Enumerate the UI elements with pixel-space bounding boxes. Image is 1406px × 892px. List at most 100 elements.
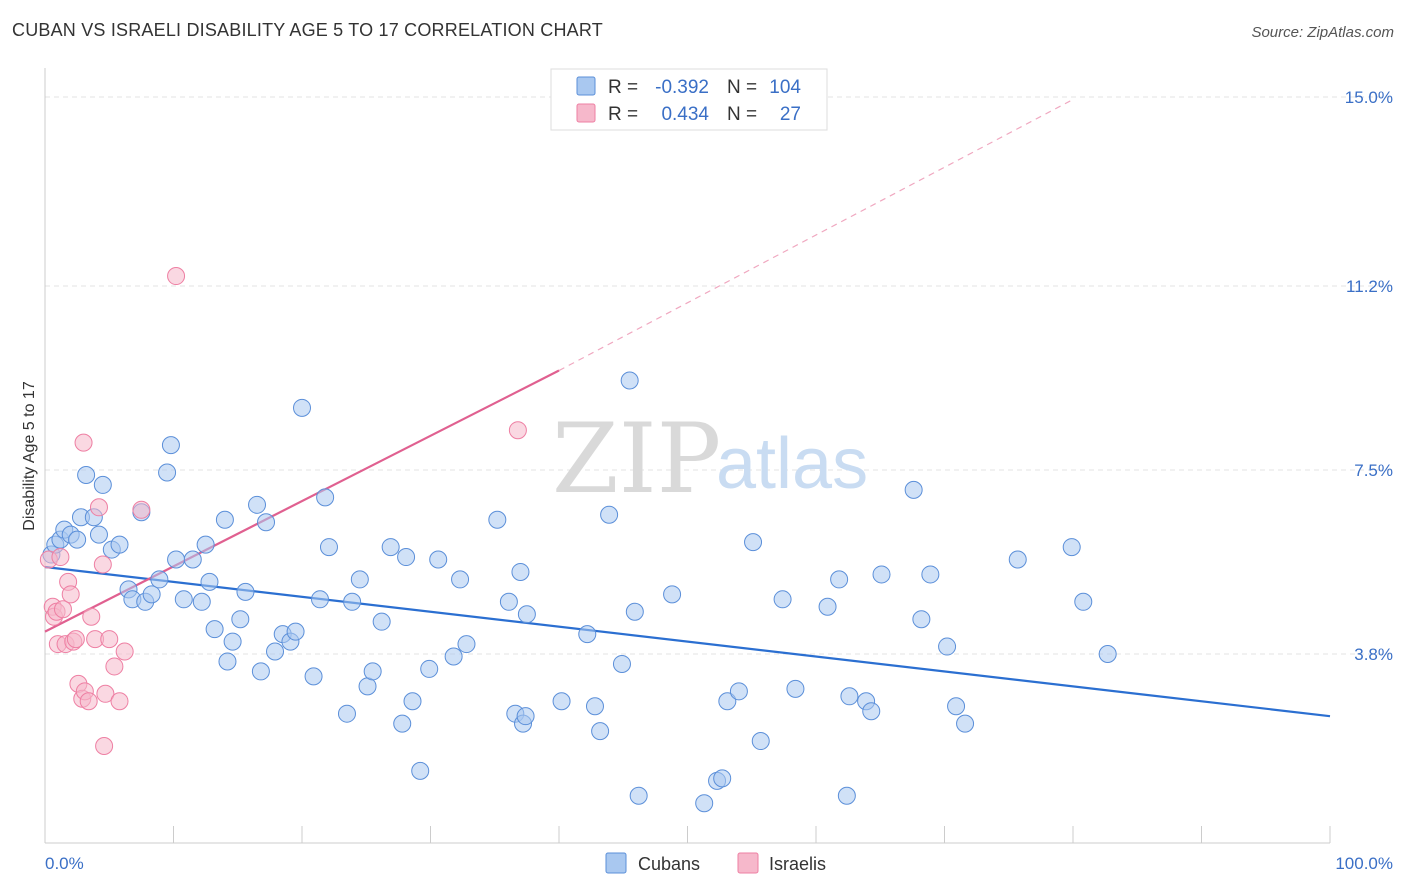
cubans-point	[591, 722, 610, 741]
legend-cubans-n-label: N =	[727, 77, 757, 98]
bottom-legend-cubans: Cubans	[638, 854, 700, 874]
watermark-zip: ZIP	[552, 403, 721, 515]
israelis-point	[100, 630, 119, 649]
legend-swatch-israelis	[576, 103, 596, 123]
cubans-point	[251, 662, 270, 681]
cubans-point	[183, 550, 202, 569]
y-tick-label: 7.5%	[1354, 461, 1393, 480]
israelis-point	[508, 421, 527, 440]
bottom-legend-israelis: Israelis	[769, 854, 826, 874]
cubans-point	[620, 371, 639, 390]
bottom-legend: Cubans Israelis	[605, 852, 826, 874]
israelis-point	[110, 692, 129, 711]
y-tick-label: 3.8%	[1354, 645, 1393, 664]
cubans-point	[218, 652, 237, 671]
cubans-point	[912, 610, 931, 629]
israelis-point	[89, 498, 108, 517]
cubans-point	[223, 632, 242, 651]
cubans-point	[196, 535, 215, 554]
watermark-atlas: atlas	[716, 424, 868, 504]
cubans-points	[42, 371, 1117, 813]
cubans-point	[215, 510, 234, 529]
cubans-point	[663, 585, 682, 604]
cubans-trend-line	[44, 565, 1331, 718]
cubans-point	[363, 662, 382, 681]
source-credit: Source: ZipAtlas.com	[1251, 24, 1394, 41]
cubans-point	[337, 704, 356, 723]
cubans-point	[93, 475, 112, 494]
cubans-point	[830, 570, 849, 589]
cubans-point	[142, 585, 161, 604]
grid-lines	[45, 96, 1392, 655]
cubans-point	[629, 786, 648, 805]
cubans-point	[511, 562, 530, 581]
x-tick-label: 100.0%	[1335, 854, 1393, 873]
cubans-point	[1008, 550, 1027, 569]
cubans-point	[695, 794, 714, 813]
israelis-point	[53, 600, 72, 619]
cubans-point	[625, 602, 644, 621]
cubans-point	[316, 488, 335, 507]
cubans-point	[444, 647, 463, 666]
cubans-point	[713, 769, 732, 788]
chart-title: CUBAN VS ISRAELI DISABILITY AGE 5 TO 17 …	[12, 20, 603, 40]
cubans-point	[393, 714, 412, 733]
cubans-point	[578, 625, 597, 644]
israelis-point	[105, 657, 124, 676]
israelis-point	[82, 607, 101, 626]
cubans-point	[956, 714, 975, 733]
cubans-point	[1074, 592, 1093, 611]
legend-cubans-n-value: 104	[769, 77, 801, 98]
cubans-point	[872, 565, 891, 584]
cubans-point	[552, 692, 571, 711]
cubans-point	[429, 550, 448, 569]
cubans-point	[818, 597, 837, 616]
bottom-legend-swatch-cubans	[605, 852, 627, 874]
cubans-point	[158, 463, 177, 482]
y-tick-label: 15.0%	[1345, 88, 1393, 107]
cubans-point	[840, 687, 859, 706]
cubans-point	[77, 465, 96, 484]
cubans-point	[585, 697, 604, 716]
cubans-point	[451, 570, 470, 589]
cubans-point	[921, 565, 940, 584]
cubans-point	[488, 510, 507, 529]
tick-labels: 3.8% 7.5% 11.2% 15.0% 0.0% 100.0%	[45, 88, 1393, 873]
israelis-point	[96, 684, 115, 703]
cubans-point	[266, 642, 285, 661]
cubans-point	[904, 480, 923, 499]
cubans-point	[1098, 645, 1117, 664]
cubans-point	[1062, 538, 1081, 557]
cubans-point	[304, 667, 323, 686]
bottom-legend-swatch-israelis	[737, 852, 759, 874]
cubans-point	[773, 590, 792, 609]
legend-israelis-r-value: 0.434	[661, 104, 709, 125]
cubans-point	[358, 677, 377, 696]
legend-cubans-r-label: R =	[608, 77, 638, 98]
cubans-point	[600, 505, 619, 524]
cubans-point	[248, 495, 267, 514]
cubans-point	[744, 533, 763, 552]
cubans-point	[457, 635, 476, 654]
legend-israelis-n-value: 27	[780, 104, 801, 125]
cubans-point	[420, 659, 439, 678]
watermark: ZIP atlas	[552, 403, 868, 515]
cubans-point	[403, 692, 422, 711]
cubans-point	[947, 697, 966, 716]
cubans-point	[319, 538, 338, 557]
cubans-point	[68, 530, 87, 549]
israelis-points	[39, 267, 527, 756]
israelis-point	[74, 433, 93, 452]
cubans-point	[310, 590, 329, 609]
israelis-point	[79, 692, 98, 711]
cubans-point	[205, 620, 224, 639]
legend-israelis-n-label: N =	[727, 104, 757, 125]
israelis-trend-extension	[558, 98, 1074, 372]
cubans-point	[293, 398, 311, 417]
israelis-point	[51, 548, 70, 567]
cubans-point	[729, 682, 748, 701]
cubans-point	[167, 550, 186, 569]
cubans-point	[411, 761, 430, 780]
israelis-point	[167, 267, 186, 286]
